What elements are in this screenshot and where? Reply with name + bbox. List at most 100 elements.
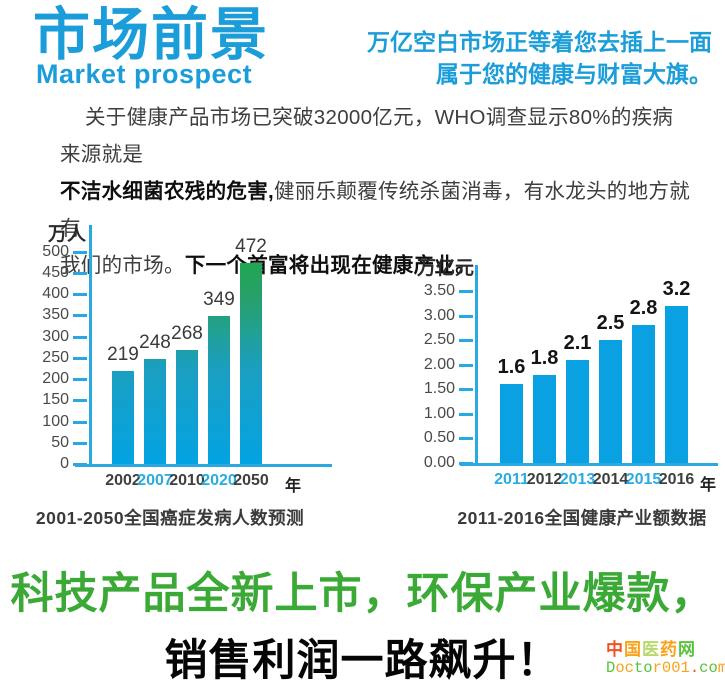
y-tick-mark: [459, 339, 473, 343]
header-slogan: 万亿空白市场正等着您去插上一面 属于您的健康与财富大旗。: [367, 26, 712, 90]
y-tick-label: 3.50: [423, 282, 455, 300]
y-tick-label: 200: [42, 370, 69, 387]
watermark-char: 中: [606, 640, 624, 659]
intro-seg-3: 健丽乐颠覆传统杀菌消毒，有水龙头的地方就有: [60, 180, 690, 240]
y-tick-label: 250: [42, 348, 69, 366]
x-tick: 2050: [233, 472, 269, 490]
x-tick-label: 2014: [592, 471, 629, 488]
x-tick: 2011: [494, 471, 529, 489]
y-tick-mark: [459, 363, 473, 367]
bar-value-label: 248: [139, 332, 171, 353]
y-axis-line: [89, 225, 92, 464]
y-tick-label: 500: [42, 242, 69, 260]
bar-group: 3.2: [663, 278, 690, 463]
bar-value-label: 2.1: [563, 332, 592, 354]
bar: [665, 306, 688, 463]
watermark-char: o: [615, 658, 625, 677]
x-tick-label: 2020: [201, 472, 237, 489]
x-tick-label: 2010: [169, 472, 205, 489]
watermark-char: 国: [624, 640, 642, 659]
watermark-char: .: [689, 658, 700, 677]
plot-area: 0 50 100 150 200 250 300 350 400 450 500 219 248 268…: [42, 225, 332, 495]
y-tick-mark: [73, 399, 87, 403]
bar-value-label: 3.2: [662, 278, 691, 300]
bar: [112, 371, 134, 464]
bar-group: 268: [171, 323, 203, 464]
y-tick-label: 2.00: [423, 355, 455, 373]
bar-group: 219: [107, 344, 139, 464]
bar-group: 2.5: [597, 312, 624, 463]
y-tick-mark: [459, 290, 473, 294]
y-tick-label: 0.00: [423, 454, 455, 471]
bar-group: 248: [139, 332, 171, 464]
x-tick: 2020: [201, 472, 237, 490]
y-tick-mark: [73, 356, 87, 360]
x-tick-label: 2015: [625, 471, 662, 488]
watermark-char: 0: [671, 658, 681, 677]
x-axis-line: [460, 463, 718, 466]
watermark-char: o: [708, 658, 718, 677]
watermark-site-name: 中国医药网: [606, 640, 725, 660]
bar: [566, 360, 589, 463]
y-tick-mark: [73, 271, 87, 275]
y-tick-label: 400: [42, 285, 69, 302]
x-tick: 2015: [626, 471, 662, 489]
y-tick-label: 0.50: [423, 429, 455, 447]
x-tick-label: 2002: [105, 472, 141, 489]
y-tick-label: 450: [42, 263, 69, 281]
x-axis-unit-label: 年: [285, 478, 302, 495]
x-tick: 2013: [560, 471, 596, 489]
bar: [599, 340, 622, 463]
y-tick-mark: [73, 441, 87, 445]
watermark: 中国医药网 Doctor001.com: [606, 640, 725, 677]
bar: [240, 263, 262, 464]
footer-headline-green: 科技产品全新上市，环保产业爆款，: [10, 570, 715, 618]
y-tick-label: 1.00: [423, 404, 455, 422]
y-tick-mark: [73, 378, 87, 381]
y-tick-mark: [73, 293, 87, 296]
bar: [176, 350, 198, 464]
y-tick-mark: [459, 437, 473, 441]
x-tick-label: 2050: [233, 472, 269, 489]
x-axis-labels: 2011 2012 2013 2014 2015 2016: [475, 471, 695, 489]
bar-group: 2.8: [630, 297, 657, 463]
bar: [144, 359, 166, 464]
bar-value-label: 1.6: [497, 356, 526, 378]
plot-area: 0.00 0.50 1.00 1.50 2.00 2.50 3.00 3.50 1.6 1.8 2…: [424, 265, 718, 494]
x-tick: 2016: [659, 471, 695, 489]
y-tick-label: 350: [42, 306, 69, 324]
bar-value-label: 349: [203, 289, 235, 310]
watermark-char: D: [606, 658, 616, 677]
chart-caption: 2001-2050全国癌症发病人数预测: [35, 508, 305, 528]
bar-group: 2.1: [564, 332, 591, 463]
y-tick-mark: [73, 420, 87, 424]
y-tick-label: 100: [42, 412, 69, 430]
watermark-char: 网: [678, 640, 696, 659]
watermark-char: r: [652, 658, 662, 677]
bars: 219 248 268 349 472: [89, 236, 330, 464]
y-tick-label: 0: [60, 455, 69, 472]
intro-seg-1: 关于健康产品市场已突破32000亿元，WHO调查显示80%的疾病来源就是: [60, 106, 674, 166]
chart-caption: 2011-2016全国健康产业额数据: [457, 508, 707, 528]
bar-value-label: 2.8: [629, 297, 658, 319]
y-tick-mark: [73, 335, 87, 339]
title-block: 市场前景 Market prospect: [33, 5, 269, 90]
x-tick: 2010: [169, 472, 205, 490]
bar-value-label: 219: [107, 344, 139, 365]
bar: [533, 375, 556, 463]
y-tick-mark: [73, 314, 87, 318]
x-tick-label: 2013: [559, 471, 596, 488]
cancer-forecast-chart: 万人 0 50 100 150 200 250 300 350 400 450 500 219 248…: [35, 214, 345, 536]
x-axis-labels: 2002 2007 2010 2020 2050: [89, 472, 269, 490]
watermark-char: c: [624, 658, 634, 677]
y-tick-mark: [459, 314, 473, 318]
watermark-char: t: [633, 658, 644, 677]
y-tick-label: 150: [42, 391, 69, 409]
y-tick-label: 300: [42, 327, 69, 345]
watermark-char: o: [643, 658, 653, 677]
x-tick-label: 2016: [658, 471, 695, 488]
y-axis-unit-label: 万亿元: [417, 258, 475, 279]
y-tick-label: 2.50: [423, 331, 455, 349]
watermark-char: 1: [680, 658, 690, 677]
